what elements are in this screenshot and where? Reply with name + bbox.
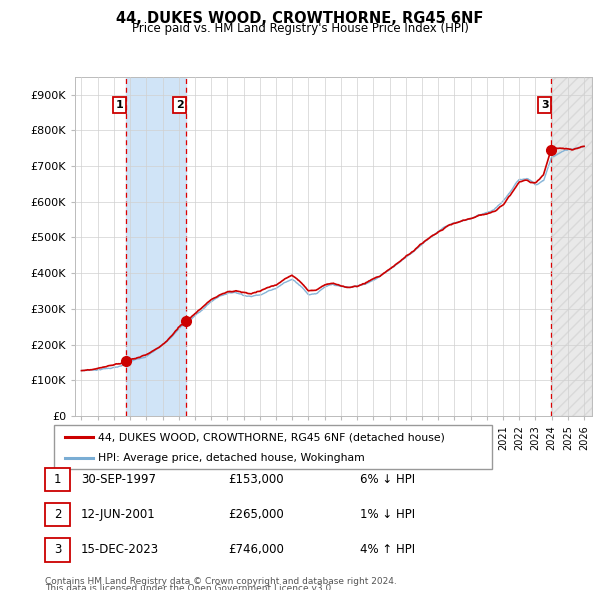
Text: 44, DUKES WOOD, CROWTHORNE, RG45 6NF (detached house): 44, DUKES WOOD, CROWTHORNE, RG45 6NF (de… <box>98 432 445 442</box>
Text: 15-DEC-2023: 15-DEC-2023 <box>81 543 159 556</box>
Text: £265,000: £265,000 <box>228 508 284 521</box>
Text: 3: 3 <box>54 543 61 556</box>
Text: 1: 1 <box>116 100 124 110</box>
Text: £153,000: £153,000 <box>228 473 284 486</box>
Text: £746,000: £746,000 <box>228 543 284 556</box>
FancyBboxPatch shape <box>54 425 492 469</box>
Text: 6% ↓ HPI: 6% ↓ HPI <box>360 473 415 486</box>
Text: 4% ↑ HPI: 4% ↑ HPI <box>360 543 415 556</box>
Text: 12-JUN-2001: 12-JUN-2001 <box>81 508 156 521</box>
Text: 2: 2 <box>176 100 184 110</box>
Text: 44, DUKES WOOD, CROWTHORNE, RG45 6NF: 44, DUKES WOOD, CROWTHORNE, RG45 6NF <box>116 11 484 25</box>
Text: Contains HM Land Registry data © Crown copyright and database right 2024.: Contains HM Land Registry data © Crown c… <box>45 577 397 586</box>
Text: This data is licensed under the Open Government Licence v3.0.: This data is licensed under the Open Gov… <box>45 584 334 590</box>
Text: HPI: Average price, detached house, Wokingham: HPI: Average price, detached house, Woki… <box>98 453 365 463</box>
Bar <box>126 77 186 416</box>
Text: 1: 1 <box>54 473 61 486</box>
Text: 2: 2 <box>54 508 61 521</box>
Text: 3: 3 <box>541 100 548 110</box>
Text: 30-SEP-1997: 30-SEP-1997 <box>81 473 156 486</box>
Bar <box>551 77 592 416</box>
Text: Price paid vs. HM Land Registry's House Price Index (HPI): Price paid vs. HM Land Registry's House … <box>131 22 469 35</box>
Text: 1% ↓ HPI: 1% ↓ HPI <box>360 508 415 521</box>
